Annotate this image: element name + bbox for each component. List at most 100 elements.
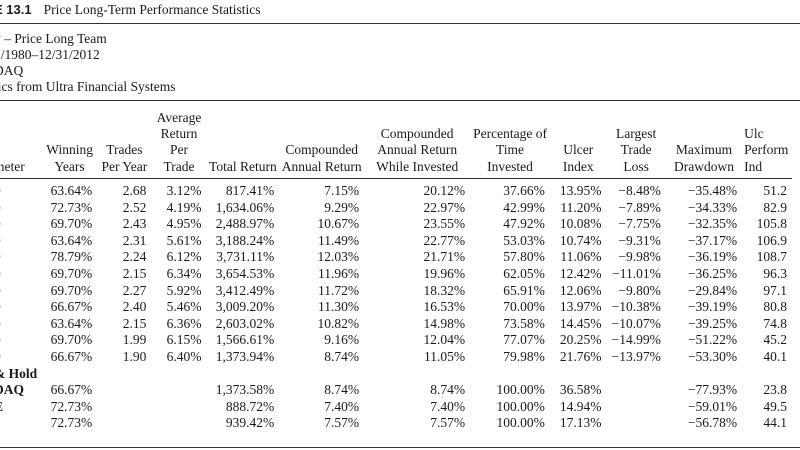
table-cell: 6.40% xyxy=(166,349,202,365)
table-cell: 10.08% xyxy=(559,216,602,232)
table-cell: 23.55% xyxy=(423,216,466,232)
caption-rule xyxy=(0,23,800,24)
table-cell: 40.1 xyxy=(763,349,787,365)
table-cell: 80.8 xyxy=(763,299,787,315)
row-label: 0 xyxy=(0,266,42,283)
table-cell xyxy=(607,399,666,416)
table-cell: −10.38% xyxy=(611,299,661,315)
table-label: E 13.1 xyxy=(0,2,32,17)
table-cell: 7.40% xyxy=(324,398,360,414)
table-body: 0 63.64% 2.68 3.12% 817.41% 7.15% 20.12% 37.66%… xyxy=(0,178,792,431)
table-cell: −29.84% xyxy=(687,282,738,298)
table-cell: 74.8 xyxy=(763,315,787,331)
row-label: 0 xyxy=(0,282,42,299)
row-label: 0 xyxy=(0,199,42,216)
table-cell: 2.43 xyxy=(122,216,147,232)
row-label: 0 xyxy=(0,249,42,266)
table-cell: 77.07% xyxy=(503,332,545,348)
table-cell: 2.52 xyxy=(122,199,147,215)
table-cell: −9.31% xyxy=(618,232,661,248)
table-title: Price Long-Term Performance Statistics xyxy=(43,2,261,17)
table-cell: 66.67% xyxy=(50,349,93,365)
table-cell: 11.30% xyxy=(318,299,360,315)
table-cell: 63.64% xyxy=(50,315,93,331)
table-cell: −8.48% xyxy=(618,183,661,199)
table-cell: 1,373.58% xyxy=(215,382,275,398)
section-row: & Hold xyxy=(0,365,792,382)
table-cell: −9.80% xyxy=(618,282,661,298)
table-cell: 7.40% xyxy=(430,398,466,414)
column-header: Ulcer Index xyxy=(549,110,607,179)
table-cell: 108.7 xyxy=(756,249,787,265)
table-cell: −32.35% xyxy=(687,216,738,232)
table-cell: 2.68 xyxy=(122,183,147,199)
table-cell: 11.05% xyxy=(424,349,466,365)
table-cell: −77.93% xyxy=(687,382,738,398)
table-cell: 9.29% xyxy=(324,199,360,215)
table-cell: 939.42% xyxy=(225,415,275,431)
table-cell xyxy=(97,415,151,432)
table-cell: 1,373.94% xyxy=(215,349,275,365)
table-caption: E 13.1 Price Long-Term Performance Statis… xyxy=(0,2,260,18)
meta-line-3: DAQ xyxy=(0,63,24,78)
table-cell: 5.92% xyxy=(166,282,202,298)
section-label: & Hold xyxy=(0,365,38,381)
row-label: 0 xyxy=(0,299,42,316)
table-cell: 3,731.11% xyxy=(216,249,275,265)
table-cell: 11.49% xyxy=(318,232,360,248)
row-label: E xyxy=(0,399,42,416)
table-cell: 21.71% xyxy=(423,249,466,265)
table-cell: 36.58% xyxy=(559,382,602,398)
table-cell: 69.70% xyxy=(50,216,93,232)
column-header: Ulc Perform Ind xyxy=(742,110,792,179)
table-cell: 17.13% xyxy=(559,415,602,431)
table-cell: 14.45% xyxy=(559,315,602,331)
table-cell: 10.67% xyxy=(317,216,360,232)
table-cell: 63.64% xyxy=(50,183,93,199)
row-label: DAQ xyxy=(0,382,24,398)
column-header: Maximum Drawdown xyxy=(665,110,743,179)
table-cell: 13.97% xyxy=(559,299,602,315)
table-row: 0 69.70% 2.43 4.95% 2,488.97% 10.67% 23.55% 47.… xyxy=(0,216,792,233)
table-cell: −37.17% xyxy=(687,232,738,248)
row-label xyxy=(0,415,42,432)
row-label: 0 xyxy=(0,216,42,233)
table-cell: 11.06% xyxy=(560,249,602,265)
table-cell: 8.74% xyxy=(324,382,360,398)
table-cell: 11.96% xyxy=(318,266,360,282)
table-cell: 44.1 xyxy=(763,415,787,431)
table-cell: 21.76% xyxy=(559,349,602,365)
table-cell: 817.41% xyxy=(225,183,275,199)
table-cell: 8.74% xyxy=(430,382,466,398)
table-cell xyxy=(97,399,151,416)
table-cell: −56.78% xyxy=(687,415,738,431)
table-cell: 2,488.97% xyxy=(215,216,275,232)
table-cell: 20.12% xyxy=(423,183,466,199)
table-cell: 888.72% xyxy=(225,398,275,414)
table-cell: 65.91% xyxy=(503,282,545,298)
column-header: Winning Years xyxy=(41,110,98,179)
table-cell: 3,654.53% xyxy=(215,266,275,282)
table-cell: 2.40 xyxy=(122,299,147,315)
table-cell: 3.12% xyxy=(166,183,202,199)
table-cell: 100.00% xyxy=(496,398,545,414)
meta-line-2: 1/1980–12/31/2012 xyxy=(0,47,100,62)
table-row: 0 69.70% 2.15 6.34% 3,654.53% 11.96% 19.96% 62.… xyxy=(0,266,792,283)
table-cell: 1.99 xyxy=(122,332,147,348)
table-cell: 22.77% xyxy=(423,232,466,248)
table-cell: 2.15 xyxy=(122,315,147,331)
table-cell: 12.03% xyxy=(317,249,360,265)
table-cell: −53.30% xyxy=(687,349,738,365)
table-cell: 37.66% xyxy=(503,183,545,199)
table-cell: −59.01% xyxy=(687,398,738,414)
table-cell: 2.24 xyxy=(122,249,147,265)
column-header: Percentage of Time Invested xyxy=(470,110,550,179)
table-cell: 72.73% xyxy=(50,398,93,414)
table-cell: 57.80% xyxy=(503,249,545,265)
table-cell: 2.15 xyxy=(122,266,147,282)
table-cell: −14.99% xyxy=(611,332,661,348)
table-cell: 69.70% xyxy=(50,266,93,282)
table-cell: 7.15% xyxy=(324,183,360,199)
